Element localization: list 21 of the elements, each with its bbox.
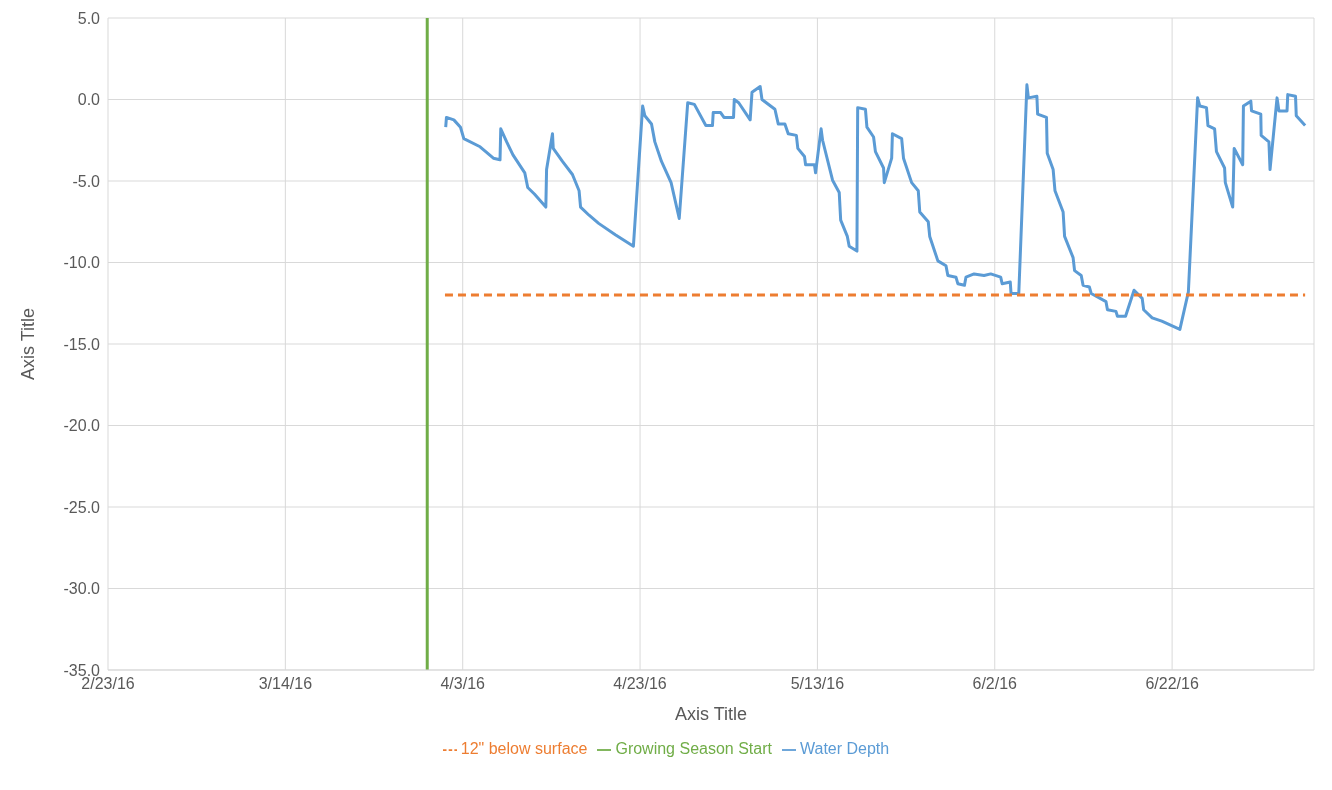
legend-label: 12" below surface [460,740,588,757]
x-tick-label: 6/2/16 [972,675,1018,693]
y-tick-label: -20.0 [63,417,101,435]
x-tick-label: 3/14/16 [258,675,313,693]
y-tick-label: -30.0 [63,580,101,598]
x-tick-label: 2/23/16 [81,675,135,693]
line-series [444,83,1307,331]
legend-label: Growing Season Start [615,740,772,757]
x-tick-label: 5/13/16 [790,675,845,693]
y-tick-label: -25.0 [63,498,101,516]
x-tick-label: 4/3/16 [440,675,486,693]
legend-label: Water Depth [799,740,890,757]
y-tick-label: 0.0 [77,91,101,109]
y-tick-label: -10.0 [63,254,101,272]
x-axis-title: Axis Title [674,704,748,724]
y-tick-label: -15.0 [63,335,101,353]
y-axis-title: Axis Title [18,307,39,381]
y-tick-label: 5.0 [77,9,101,27]
x-tick-label: 6/22/16 [1145,675,1199,693]
y-tick-label: -5.0 [72,172,101,190]
x-tick-label: 4/23/16 [613,675,667,693]
